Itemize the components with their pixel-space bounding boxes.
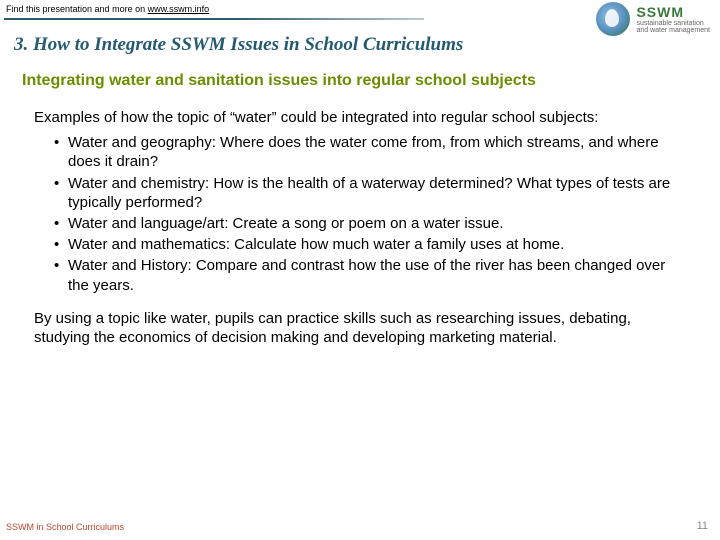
source-link[interactable]: www.sswm.info <box>148 4 210 14</box>
bullet-list: Water and geography: Where does the wate… <box>34 133 686 295</box>
footer-label: SSWM in School Curriculums <box>6 522 124 532</box>
list-item: Water and History: Compare and contrast … <box>54 256 686 294</box>
intro-text: Examples of how the topic of “water” cou… <box>34 108 686 127</box>
section-title: 3. How to Integrate SSWM Issues in Schoo… <box>14 34 463 56</box>
logo-subtitle-2: and water management <box>636 27 710 34</box>
body-content: Examples of how the topic of “water” cou… <box>34 108 686 347</box>
globe-drop-icon <box>596 2 630 36</box>
list-item: Water and mathematics: Calculate how muc… <box>54 235 686 254</box>
logo-acronym: SSWM <box>636 4 710 20</box>
list-item: Water and geography: Where does the wate… <box>54 133 686 171</box>
closing-text: By using a topic like water, pupils can … <box>34 309 686 347</box>
logo-subtitle-1: sustainable sanitation <box>636 20 710 27</box>
source-prefix: Find this presentation and more on <box>6 4 148 14</box>
logo-text: SSWM sustainable sanitation and water ma… <box>636 4 710 35</box>
slide-subheading: Integrating water and sanitation issues … <box>22 72 536 90</box>
brand-logo: SSWM sustainable sanitation and water ma… <box>596 2 710 36</box>
page-number: 11 <box>697 520 708 532</box>
list-item: Water and chemistry: How is the health o… <box>54 174 686 212</box>
list-item: Water and language/art: Create a song or… <box>54 214 686 233</box>
header-divider <box>4 18 424 20</box>
source-line: Find this presentation and more on www.s… <box>6 4 209 14</box>
